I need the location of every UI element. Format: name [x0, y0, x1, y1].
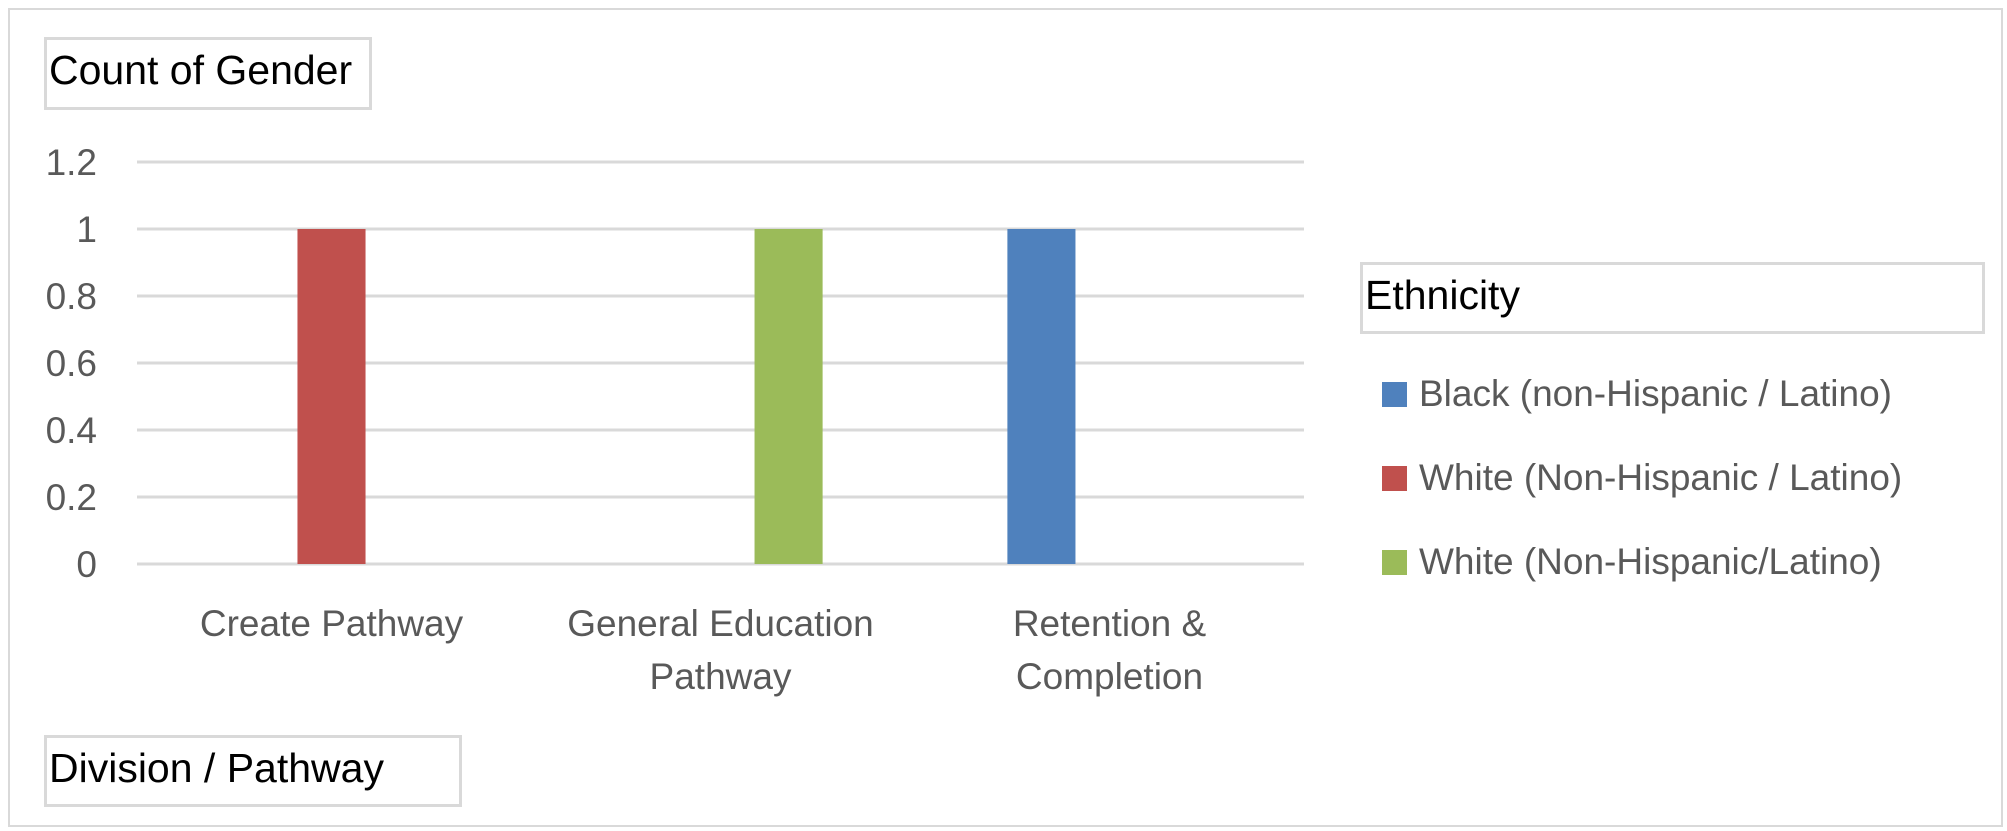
x-category-label-line: Pathway [650, 656, 792, 697]
legend-label: Black (non-Hispanic / Latino) [1419, 373, 1892, 414]
legend: Black (non-Hispanic / Latino) White (Non-… [1382, 352, 1902, 604]
legend-label: White (Non-Hispanic / Latino) [1419, 457, 1903, 498]
x-category-label-line: Create Pathway [200, 603, 464, 644]
x-category-label-line: Completion [1016, 656, 1203, 697]
x-category-label: General Education Pathway [567, 603, 873, 697]
value-field-button[interactable]: Count of Gender [44, 37, 372, 110]
y-tick-label: 0.8 [46, 276, 97, 317]
legend-swatch [1382, 381, 1407, 407]
bar[interactable] [1007, 229, 1076, 564]
y-tick-label: 1.2 [46, 142, 97, 183]
legend-item[interactable]: White (Non-Hispanic / Latino) [1382, 436, 1902, 520]
legend-swatch [1382, 465, 1407, 491]
x-category-label-line: General Education [567, 603, 873, 644]
axis-field-button[interactable]: Division / Pathway [44, 735, 462, 807]
legend-label: White (Non-Hispanic/Latino) [1419, 541, 1882, 582]
y-tick-label: 0.2 [46, 477, 97, 518]
y-tick-label: 0 [76, 544, 97, 585]
x-category-label: Create Pathway [200, 603, 464, 644]
legend-item[interactable]: Black (non-Hispanic / Latino) [1382, 352, 1902, 436]
x-category-label: Retention & Completion [1013, 603, 1207, 697]
y-axis-tick-labels: 0 0.2 0.4 0.6 0.8 1 1.2 [46, 142, 97, 585]
bar[interactable] [754, 229, 823, 564]
legend-item[interactable]: White (Non-Hispanic/Latino) [1382, 520, 1902, 604]
bars [297, 229, 1076, 564]
y-tick-label: 0.4 [46, 410, 97, 451]
x-axis-category-labels: Create Pathway General Education Pathway Re… [200, 603, 1207, 697]
y-tick-label: 0.6 [46, 343, 97, 384]
bar[interactable] [297, 229, 366, 564]
x-category-label-line: Retention & [1013, 603, 1207, 644]
legend-field-button[interactable]: Ethnicity [1360, 262, 1985, 334]
legend-swatch [1382, 549, 1407, 575]
y-tick-label: 1 [76, 209, 97, 250]
